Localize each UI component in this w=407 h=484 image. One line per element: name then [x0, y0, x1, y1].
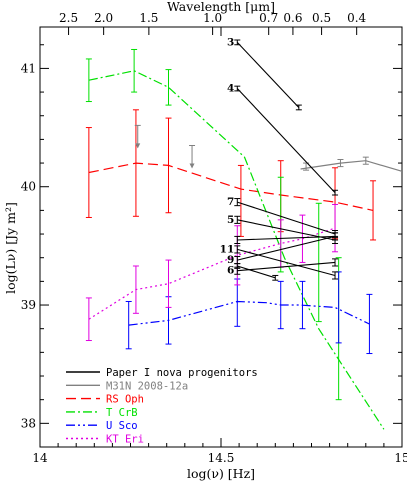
progenitor-line	[237, 261, 336, 272]
progenitor-line	[237, 235, 336, 241]
top-tick-label: 2.0	[94, 11, 113, 25]
progenitor-label: 3	[227, 36, 234, 48]
legend-label: M31N 2008-12a	[106, 380, 188, 392]
series-line	[128, 300, 370, 326]
upper-limit-head	[189, 163, 195, 169]
series-kt-eri	[85, 203, 339, 342]
x-tick-label: 15	[394, 451, 407, 465]
top-axis-title: Wavelength [μm]	[167, 0, 275, 14]
progenitor-label: 7	[227, 196, 234, 208]
top-tick-label: 0.5	[312, 11, 331, 25]
progenitor-line	[237, 235, 336, 261]
series-m31n-2008-12a	[134, 124, 403, 172]
progenitor-line	[236, 42, 300, 108]
axes-frame	[39, 26, 403, 448]
progenitor-line	[236, 88, 336, 193]
series-u-sco	[125, 271, 373, 355]
progenitor-label: 11	[220, 243, 235, 255]
x-tick-label: 14	[32, 451, 48, 465]
progenitor-label: 5	[227, 214, 234, 226]
x-axis-title: log(ν) [Hz]	[187, 466, 255, 481]
top-tick-label: 0.7	[259, 11, 278, 25]
legend-label: Paper I nova progenitors	[106, 367, 258, 379]
progenitor-line	[237, 265, 276, 279]
y-tick-label: 39	[21, 298, 36, 312]
y-tick-label: 41	[21, 61, 36, 75]
top-tick-label: 1.5	[139, 11, 158, 25]
progenitor-label: 4	[227, 83, 234, 95]
progenitor-line	[237, 201, 336, 235]
progenitor-label: 9	[227, 254, 234, 266]
progenitor-line	[237, 248, 336, 277]
upper-limit-head	[135, 143, 141, 149]
y-axis-title: log(Lν) [Jy m²]	[3, 202, 18, 294]
legend-label: RS Oph	[106, 394, 144, 406]
top-tick-label: 0.6	[283, 11, 302, 25]
y-tick-label: 40	[21, 180, 36, 194]
legend-label: KT Eri	[106, 434, 144, 446]
series-rs-oph	[85, 109, 377, 241]
series-line	[300, 160, 403, 172]
top-tick-label: 0.4	[347, 11, 366, 25]
top-tick-label: 1.0	[203, 11, 222, 25]
legend-label: T CrB	[106, 407, 138, 419]
legend-label: U Sco	[106, 420, 138, 432]
progenitor-label: 6	[227, 265, 234, 277]
top-tick-label: 2.5	[59, 11, 78, 25]
y-tick-label: 38	[21, 416, 36, 430]
x-tick-label: 14.5	[208, 451, 235, 465]
plot-frame	[39, 26, 403, 448]
